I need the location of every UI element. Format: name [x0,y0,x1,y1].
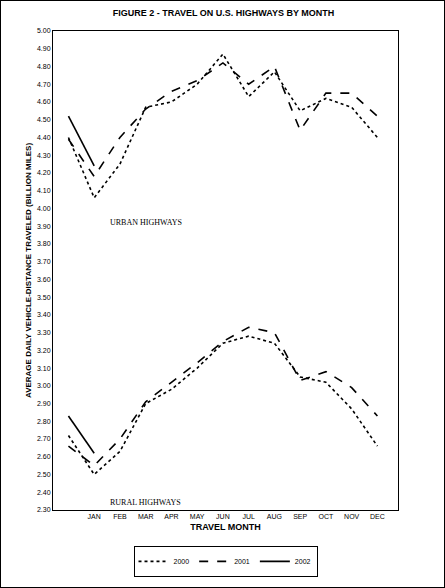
svg-text:2.40: 2.40 [37,489,51,496]
svg-text:JAN: JAN [88,513,101,520]
svg-text:3.70: 3.70 [37,258,51,265]
svg-text:DEC: DEC [370,513,385,520]
svg-text:3.90: 3.90 [37,223,51,230]
svg-text:AUG: AUG [267,513,282,520]
svg-text:TRAVEL MONTH: TRAVEL MONTH [190,522,261,532]
svg-text:MAY: MAY [190,513,205,520]
svg-text:2002: 2002 [295,558,311,565]
svg-text:URBAN HIGHWAYS: URBAN HIGHWAYS [110,218,182,227]
svg-text:4.90: 4.90 [37,45,51,52]
svg-text:4.60: 4.60 [37,98,51,105]
svg-text:2.50: 2.50 [37,471,51,478]
svg-text:4.20: 4.20 [37,169,51,176]
svg-text:3.00: 3.00 [37,382,51,389]
svg-text:OCT: OCT [319,513,335,520]
svg-text:AVERAGE DAILY VEHICLE-DISTANCE: AVERAGE DAILY VEHICLE-DISTANCE TRAVELED … [24,143,33,398]
svg-text:4.50: 4.50 [37,116,51,123]
svg-text:2.80: 2.80 [37,418,51,425]
svg-text:4.30: 4.30 [37,152,51,159]
svg-text:APR: APR [164,513,178,520]
svg-text:3.60: 3.60 [37,276,51,283]
svg-text:3.50: 3.50 [37,294,51,301]
svg-text:3.40: 3.40 [37,311,51,318]
svg-text:4.10: 4.10 [37,187,51,194]
svg-text:5.00: 5.00 [37,27,51,34]
svg-text:2.70: 2.70 [37,435,51,442]
svg-text:NOV: NOV [344,513,360,520]
svg-text:2.30: 2.30 [37,506,51,513]
svg-text:2000: 2000 [174,558,190,565]
svg-text:2.90: 2.90 [37,400,51,407]
svg-text:2001: 2001 [234,558,250,565]
svg-text:3.30: 3.30 [37,329,51,336]
svg-text:4.00: 4.00 [37,205,51,212]
svg-text:4.70: 4.70 [37,81,51,88]
svg-text:3.80: 3.80 [37,240,51,247]
svg-text:MAR: MAR [138,513,154,520]
svg-text:FIGURE 2 - TRAVEL ON U.S. HIGH: FIGURE 2 - TRAVEL ON U.S. HIGHWAYS BY MO… [113,8,335,18]
svg-text:4.40: 4.40 [37,134,51,141]
svg-text:3.20: 3.20 [37,347,51,354]
svg-text:JUL: JUL [242,513,255,520]
svg-text:FEB: FEB [113,513,127,520]
svg-text:SEP: SEP [293,513,307,520]
svg-text:3.10: 3.10 [37,365,51,372]
svg-text:4.80: 4.80 [37,63,51,70]
svg-text:RURAL HIGHWAYS: RURAL HIGHWAYS [110,498,181,507]
svg-text:JUN: JUN [216,513,230,520]
svg-text:2.60: 2.60 [37,453,51,460]
